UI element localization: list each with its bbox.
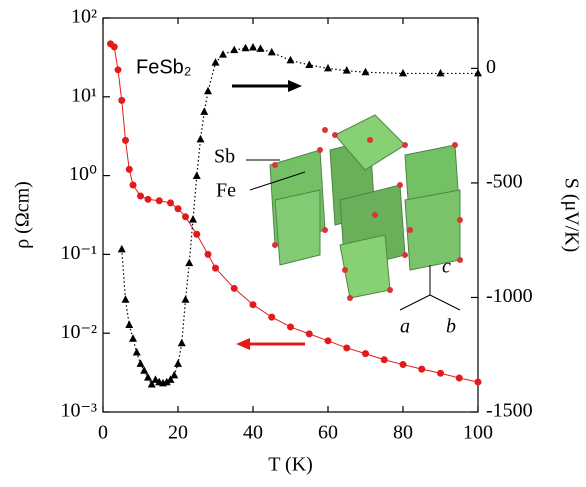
y-axis-title: ρ (Ωcm)	[12, 181, 34, 249]
y-tick-label: 10⁻²	[60, 321, 97, 343]
a-label: a	[400, 316, 410, 338]
marker	[287, 323, 294, 330]
marker	[174, 359, 182, 367]
marker	[250, 301, 257, 308]
y-tick-label: 10⁻³	[60, 400, 97, 422]
b-label: b	[446, 316, 456, 338]
x-tick-label: 0	[98, 422, 108, 444]
marker	[230, 46, 238, 54]
marker	[130, 181, 137, 188]
marker	[178, 339, 186, 347]
marker	[474, 69, 482, 77]
marker	[231, 285, 238, 292]
y-tick-label: 10⁰	[69, 163, 97, 185]
marker	[475, 379, 482, 386]
y2-axis-title: S (μV/K)	[560, 178, 582, 253]
marker	[145, 196, 152, 203]
marker	[305, 60, 313, 68]
marker	[343, 344, 350, 351]
y2-tick-label: -1000	[486, 285, 533, 307]
marker	[324, 64, 332, 72]
y2-tick-label: 0	[486, 56, 496, 78]
fe-label: Fe	[216, 180, 236, 202]
x-tick-label: 60	[318, 422, 338, 444]
marker	[219, 50, 227, 58]
y2-tick-label: -500	[486, 171, 523, 193]
marker	[170, 371, 178, 379]
x-axis-title: T (K)	[268, 454, 313, 476]
x-tick-label: 80	[393, 422, 413, 444]
chart: Sb Fe c a b FeSb₂ 0 20 40 60 80 100 10⁻³ 10⁻² 10…	[0, 0, 586, 487]
marker	[204, 87, 212, 95]
marker	[418, 366, 425, 373]
marker	[381, 356, 388, 363]
marker	[182, 295, 190, 303]
marker	[205, 251, 212, 258]
marker	[212, 265, 219, 272]
crystal-structure	[270, 115, 463, 301]
marker	[167, 199, 174, 206]
marker	[144, 373, 152, 381]
y-tick-label: 10⁻¹	[60, 242, 97, 264]
marker	[140, 366, 148, 374]
marker	[400, 361, 407, 368]
marker	[242, 44, 250, 52]
y-tick-label: 10¹	[71, 84, 97, 106]
marker	[126, 166, 133, 173]
arrow-right	[232, 80, 302, 92]
marker	[175, 205, 182, 212]
marker	[189, 215, 197, 223]
marker	[456, 375, 463, 382]
marker	[125, 320, 133, 328]
marker	[306, 330, 313, 337]
marker	[118, 245, 126, 253]
marker	[268, 314, 275, 321]
marker	[122, 137, 129, 144]
marker	[182, 213, 189, 220]
marker	[325, 337, 332, 344]
compound-label: FeSb₂	[136, 56, 192, 78]
marker	[118, 97, 125, 104]
marker	[249, 43, 257, 51]
marker	[362, 350, 369, 357]
marker	[156, 197, 163, 204]
sb-label: Sb	[214, 146, 235, 168]
marker	[197, 135, 205, 143]
x-tick-label: 100	[463, 422, 493, 444]
marker	[287, 56, 295, 64]
marker	[129, 334, 137, 342]
marker	[115, 66, 122, 73]
y-tick-label: 10²	[71, 6, 97, 28]
marker	[437, 69, 445, 77]
axes-glyph	[400, 265, 460, 310]
marker	[185, 259, 193, 267]
marker	[268, 48, 276, 56]
y2-tick-label: -1500	[486, 400, 533, 422]
c-label: c	[442, 256, 451, 278]
marker	[111, 43, 118, 50]
marker	[200, 107, 208, 115]
marker	[122, 295, 130, 303]
marker	[362, 68, 370, 76]
marker	[437, 370, 444, 377]
x-tick-label: 20	[168, 422, 188, 444]
marker	[399, 69, 407, 77]
x-tick-label: 40	[243, 422, 263, 444]
arrow-left	[236, 338, 305, 350]
marker	[193, 172, 201, 180]
marker	[257, 44, 265, 52]
marker	[137, 193, 144, 200]
marker	[193, 231, 200, 238]
marker	[133, 348, 141, 356]
marker	[137, 359, 145, 367]
